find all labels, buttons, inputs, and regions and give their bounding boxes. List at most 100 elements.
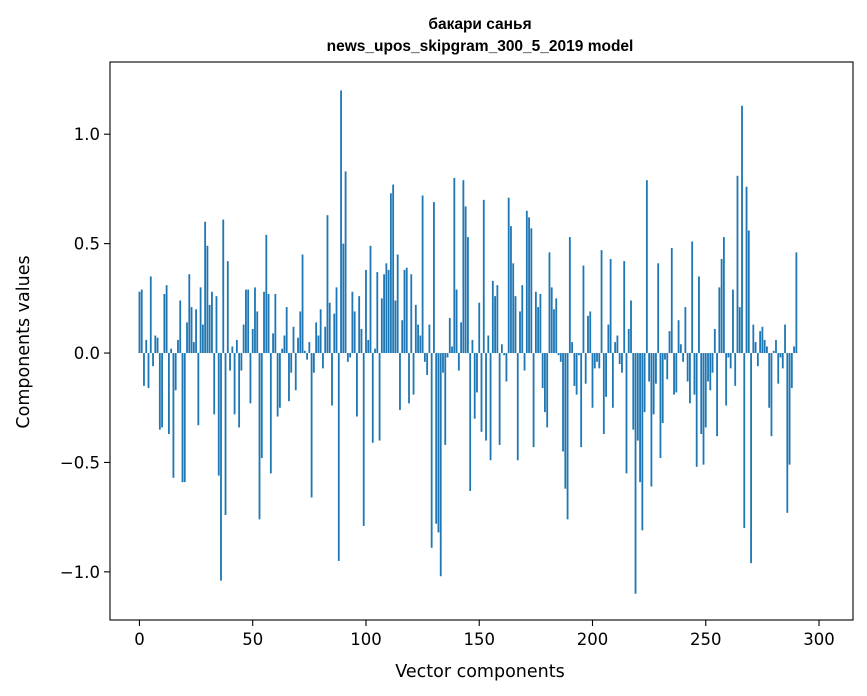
bar — [383, 274, 385, 354]
x-tick-label: 100 — [350, 630, 382, 649]
bar — [208, 304, 211, 354]
bar — [625, 353, 628, 474]
bar — [435, 353, 438, 524]
bar — [627, 328, 630, 354]
bar — [428, 324, 431, 354]
bar — [181, 353, 184, 483]
bar — [503, 353, 506, 356]
bar — [274, 293, 277, 354]
bar — [693, 353, 696, 395]
bar — [281, 348, 284, 354]
plot-frame — [109, 61, 854, 621]
bar — [331, 353, 333, 406]
bar — [711, 353, 714, 373]
bar — [661, 353, 664, 424]
bar — [233, 353, 236, 415]
bar — [593, 353, 596, 369]
bar — [403, 269, 406, 354]
bar — [770, 353, 773, 437]
bar — [335, 287, 338, 354]
bar — [401, 320, 404, 354]
bar — [217, 353, 220, 476]
bar — [213, 353, 216, 415]
bar — [516, 353, 519, 461]
bar — [197, 353, 200, 426]
bar — [528, 217, 530, 354]
bar — [772, 350, 775, 354]
bar — [312, 353, 315, 373]
bar — [514, 296, 517, 354]
bar — [242, 324, 245, 354]
bar — [639, 353, 641, 483]
bar — [763, 339, 766, 354]
bar — [530, 228, 533, 354]
bar — [580, 353, 583, 448]
bar — [369, 245, 372, 354]
bar — [598, 353, 601, 369]
bar — [278, 353, 281, 408]
bar — [410, 274, 413, 354]
bar — [521, 285, 524, 354]
bar — [768, 353, 771, 408]
bar — [489, 353, 492, 461]
bar — [319, 309, 322, 354]
bar — [534, 291, 537, 354]
bar — [491, 280, 494, 354]
bar — [732, 289, 734, 354]
bar — [546, 353, 549, 428]
bar — [190, 307, 193, 354]
bar — [414, 304, 417, 354]
bar — [779, 353, 782, 358]
bar — [578, 353, 580, 356]
bar — [229, 353, 231, 371]
y-tick-label: −0.5 — [60, 453, 100, 472]
y-tick-label: 0.5 — [74, 235, 100, 254]
bar — [457, 353, 460, 371]
bar — [433, 202, 435, 354]
x-tick-label: 250 — [690, 630, 722, 649]
bar — [460, 322, 463, 354]
bar — [419, 335, 422, 354]
x-tick-label: 150 — [463, 630, 495, 649]
bar — [353, 311, 356, 354]
bar — [437, 353, 440, 533]
bar — [761, 326, 764, 354]
bar — [745, 186, 748, 354]
bar — [557, 353, 560, 356]
bar — [698, 276, 700, 354]
bar — [439, 353, 442, 577]
bar — [267, 293, 270, 354]
bar — [396, 254, 399, 354]
bar — [285, 307, 288, 354]
bar — [158, 353, 161, 430]
bar — [199, 287, 202, 354]
bar — [297, 337, 299, 354]
bar — [385, 263, 388, 354]
bar — [399, 353, 401, 410]
bar — [349, 353, 352, 358]
y-tick-label: 0.0 — [74, 344, 100, 363]
bar — [541, 353, 544, 389]
bar — [346, 353, 349, 362]
bar — [734, 353, 737, 386]
bar — [251, 328, 254, 354]
bar — [482, 199, 485, 354]
bar — [464, 206, 467, 354]
bar — [707, 353, 709, 382]
bar — [539, 293, 542, 354]
bar — [183, 353, 186, 483]
bar — [747, 230, 750, 354]
bar — [143, 353, 145, 386]
bar — [634, 353, 637, 594]
bar — [650, 353, 653, 487]
bar — [211, 291, 213, 354]
bar — [389, 193, 392, 354]
bar — [675, 353, 678, 393]
bar — [152, 353, 154, 367]
bar — [550, 287, 553, 354]
bar — [453, 177, 456, 354]
bar — [716, 353, 718, 437]
bar — [505, 353, 508, 382]
bar — [371, 353, 374, 443]
bar — [421, 195, 424, 354]
